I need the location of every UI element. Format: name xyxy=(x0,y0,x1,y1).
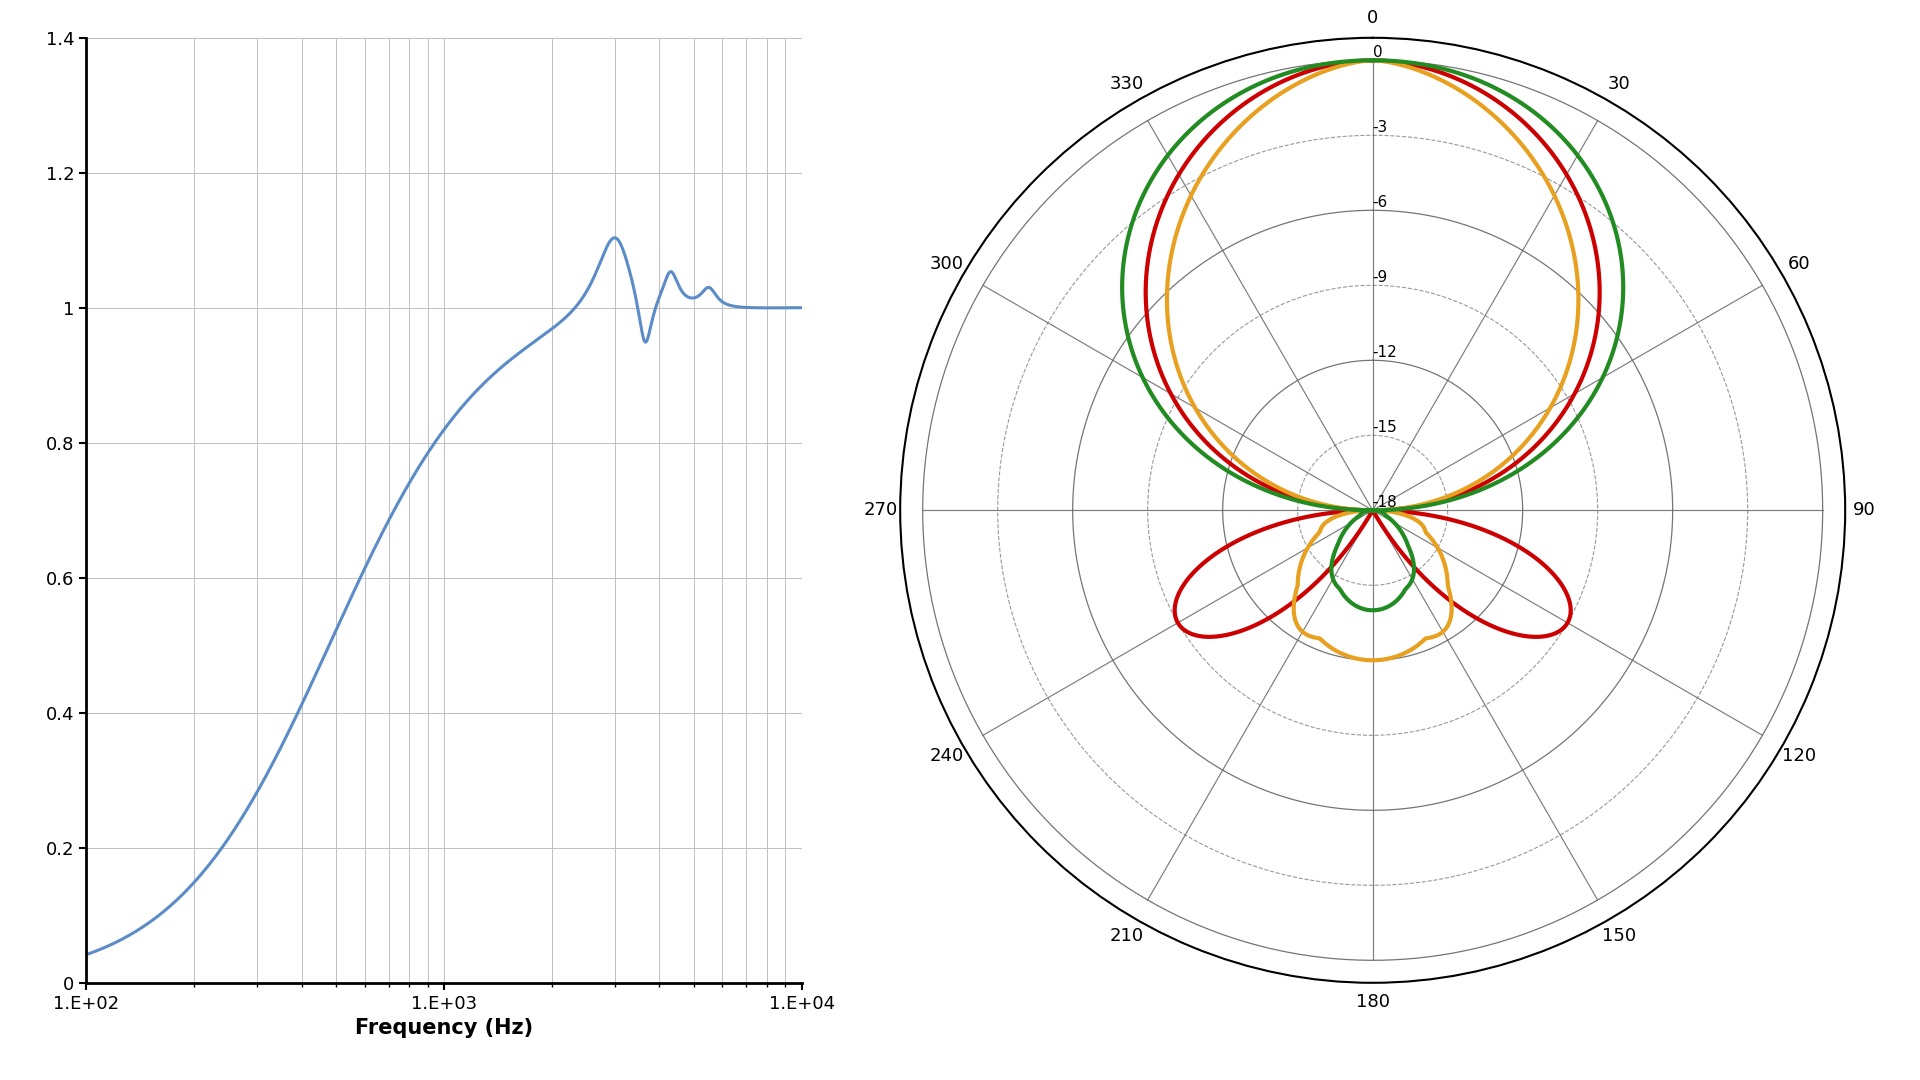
X-axis label: Frequency (Hz): Frequency (Hz) xyxy=(355,1018,534,1038)
3.4 kHz xyxy=(1361,54,1384,67)
4.3 kHz xyxy=(1400,511,1423,524)
3.9 kHz xyxy=(1359,54,1382,67)
4.3 kHz xyxy=(1452,483,1475,496)
3.9 kHz xyxy=(1361,54,1384,67)
3.4 kHz xyxy=(1361,503,1384,516)
4.3 kHz xyxy=(1283,606,1306,619)
3.9 kHz xyxy=(1321,556,1344,569)
3.4 kHz xyxy=(1467,480,1490,492)
3.4 kHz xyxy=(1308,575,1331,588)
3.9 kHz xyxy=(1369,505,1392,518)
4.3 kHz xyxy=(1361,54,1384,67)
3.9 kHz xyxy=(1361,504,1384,517)
3.9 kHz xyxy=(1139,175,1162,188)
3.9 kHz xyxy=(1361,54,1384,67)
Line: 3.9 kHz: 3.9 kHz xyxy=(1121,60,1622,610)
Line: 4.3 kHz: 4.3 kHz xyxy=(1167,60,1578,660)
4.3 kHz xyxy=(1284,582,1308,595)
4.3 kHz xyxy=(1167,218,1190,231)
4.3 kHz xyxy=(1361,504,1384,517)
3.4 kHz xyxy=(1359,54,1382,67)
4.3 kHz xyxy=(1359,54,1382,67)
3.4 kHz xyxy=(1361,54,1384,67)
3.9 kHz xyxy=(1488,475,1511,488)
Line: 3.4 kHz: 3.4 kHz xyxy=(1146,60,1599,637)
3.4 kHz xyxy=(1476,525,1500,538)
3.4 kHz xyxy=(1256,612,1279,625)
4.3 kHz xyxy=(1361,54,1384,67)
3.9 kHz xyxy=(1325,541,1348,554)
3.4 kHz xyxy=(1152,197,1175,210)
